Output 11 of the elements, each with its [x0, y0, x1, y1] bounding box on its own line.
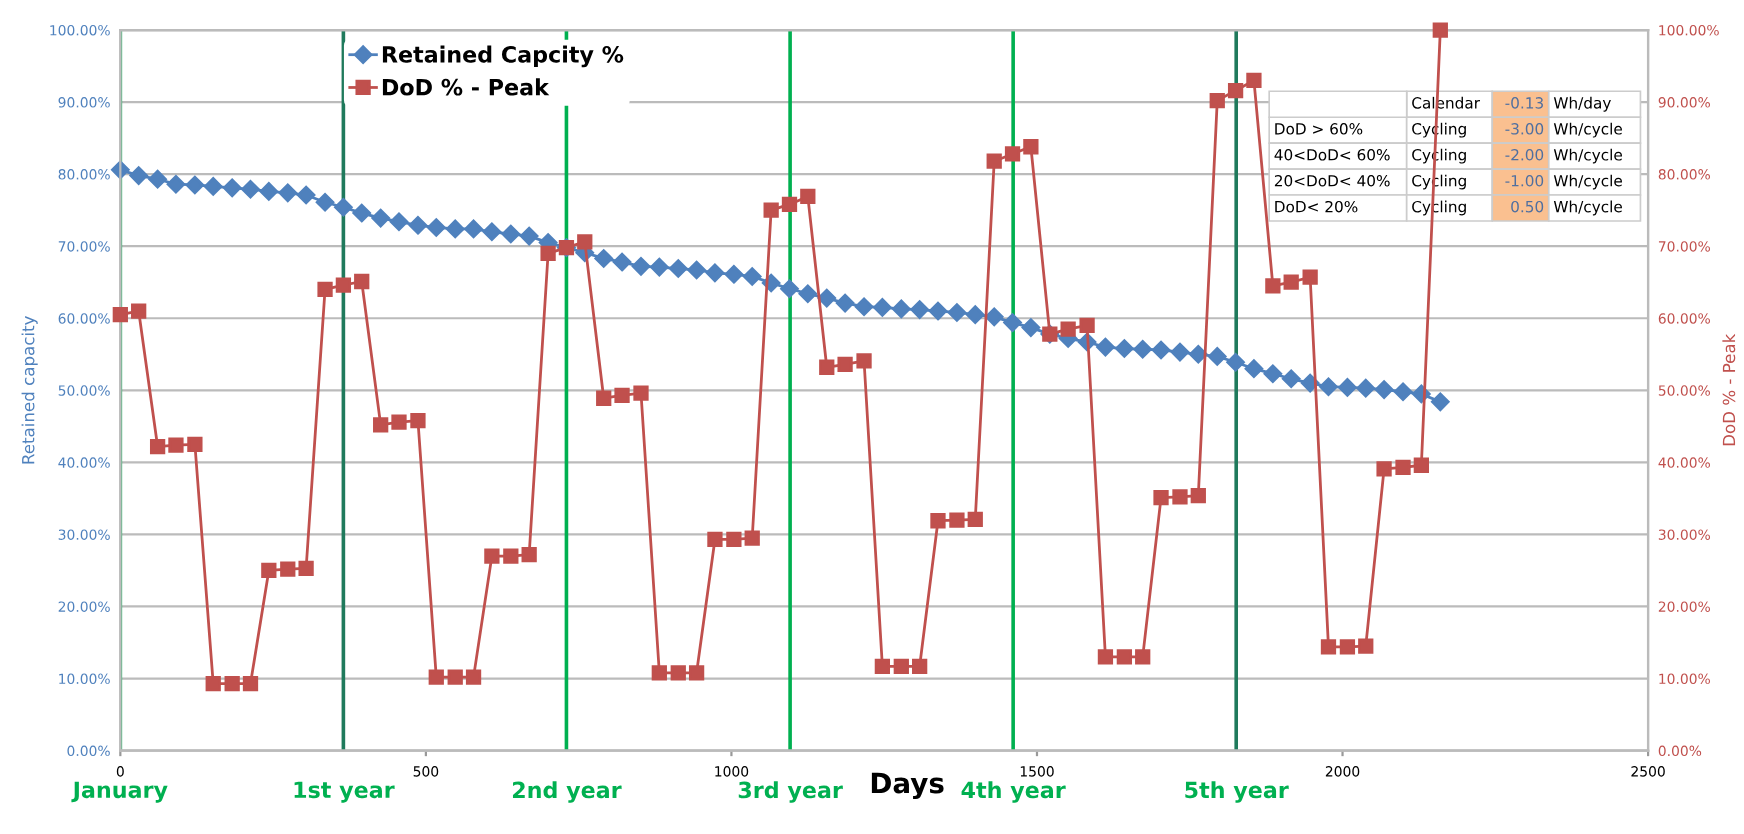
y2-axis-title: DoD % - Peak — [1722, 333, 1736, 446]
ref-line-label: 5th year — [1185, 781, 1289, 803]
ref-line-label: January — [71, 781, 168, 803]
ref-line-label: 2nd year — [512, 781, 622, 803]
legend-label: Retained Capcity % — [382, 45, 624, 68]
x-axis-title: Days — [871, 772, 944, 800]
legend-label: DoD % - Peak — [382, 78, 550, 96]
ref-line-label: 3rd year — [738, 781, 843, 803]
ref-line-label: 1st year — [294, 781, 395, 803]
y-axis-title: Retained capacity — [21, 316, 38, 464]
ref-line-label: 4th year — [961, 781, 1066, 803]
